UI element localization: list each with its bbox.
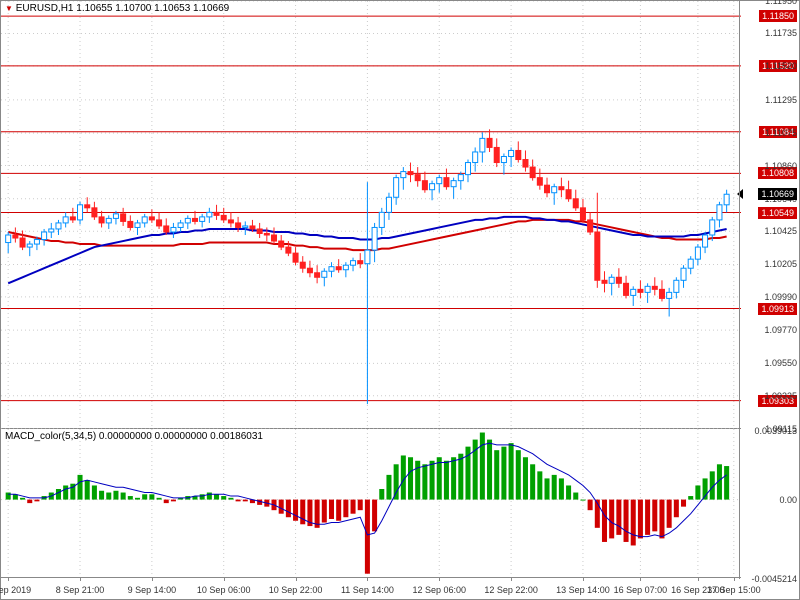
y-tick-label: 1.11950 [765,0,797,6]
x-tick-label: 11 Sep 14:00 [341,585,394,595]
y-tick-label: 1.10860 [764,161,797,171]
y-tick-label: 1.09990 [764,292,797,302]
hline-label: 1.09913 [758,303,797,315]
hline-label: 1.11850 [759,10,797,22]
x-tick-label: 12 Sep 22:00 [484,585,538,595]
x-tick-label: 10 Sep 22:00 [269,585,323,595]
dropdown-icon[interactable]: ▼ [5,4,13,13]
y-tick-label: 1.11520 [765,61,797,71]
x-tick-label: 17 Sep 15:00 [707,585,761,595]
current-price-label: 1.10669 [758,188,797,200]
macd-title: MACD_color(5,34,5) 0.00000000 0.00000000… [5,431,263,442]
macd-y-tick-label: 0.00 [779,495,797,505]
x-tick-label: 10 Sep 06:00 [197,585,251,595]
macd-chart[interactable] [1,429,741,579]
price-svg [1,1,741,429]
x-tick-label: 8 Sep 21:00 [56,585,105,595]
x-tick-label: 9 Sep 14:00 [128,585,177,595]
macd-y-tick-label: -0.0045214 [751,574,797,584]
time-x-axis: 6 Sep 2019 8 Sep 21:00 9 Sep 14:00 10 Sep 0… [1,577,741,599]
macd-y-tick-label: 0.0039013 [754,426,797,436]
price-y-axis: 1.118501.115201.110841.108081.105491.099… [739,1,799,429]
y-tick-label: 1.10205 [764,259,797,269]
y-tick-label: 1.09335 [764,391,797,401]
ohlc-label: 1.10655 1.10700 1.10653 1.10669 [76,3,229,14]
y-tick-label: 1.09550 [764,358,797,368]
macd-svg [1,429,741,579]
y-tick-label: 1.11295 [765,95,797,105]
macd-y-axis: 0.00390130.00-0.0045214 [739,429,799,579]
chart-title: ▼ EURUSD,H1 1.10655 1.10700 1.10653 1.10… [5,3,229,14]
chart-container: ▼ EURUSD,H1 1.10655 1.10700 1.10653 1.10… [0,0,800,600]
y-tick-label: 1.10425 [764,226,797,236]
x-tick-label: 16 Sep 07:00 [614,585,668,595]
x-tick-label: 12 Sep 06:00 [412,585,466,595]
y-tick-label: 1.11075 [765,128,797,138]
hline-label: 1.10549 [758,207,797,219]
x-tick-label: 13 Sep 14:00 [556,585,610,595]
symbol-label: EURUSD,H1 [16,3,74,14]
price-chart[interactable] [1,1,741,429]
y-tick-label: 1.09770 [764,325,797,335]
x-tick-label: 6 Sep 2019 [0,585,31,595]
y-tick-label: 1.11735 [765,28,797,38]
